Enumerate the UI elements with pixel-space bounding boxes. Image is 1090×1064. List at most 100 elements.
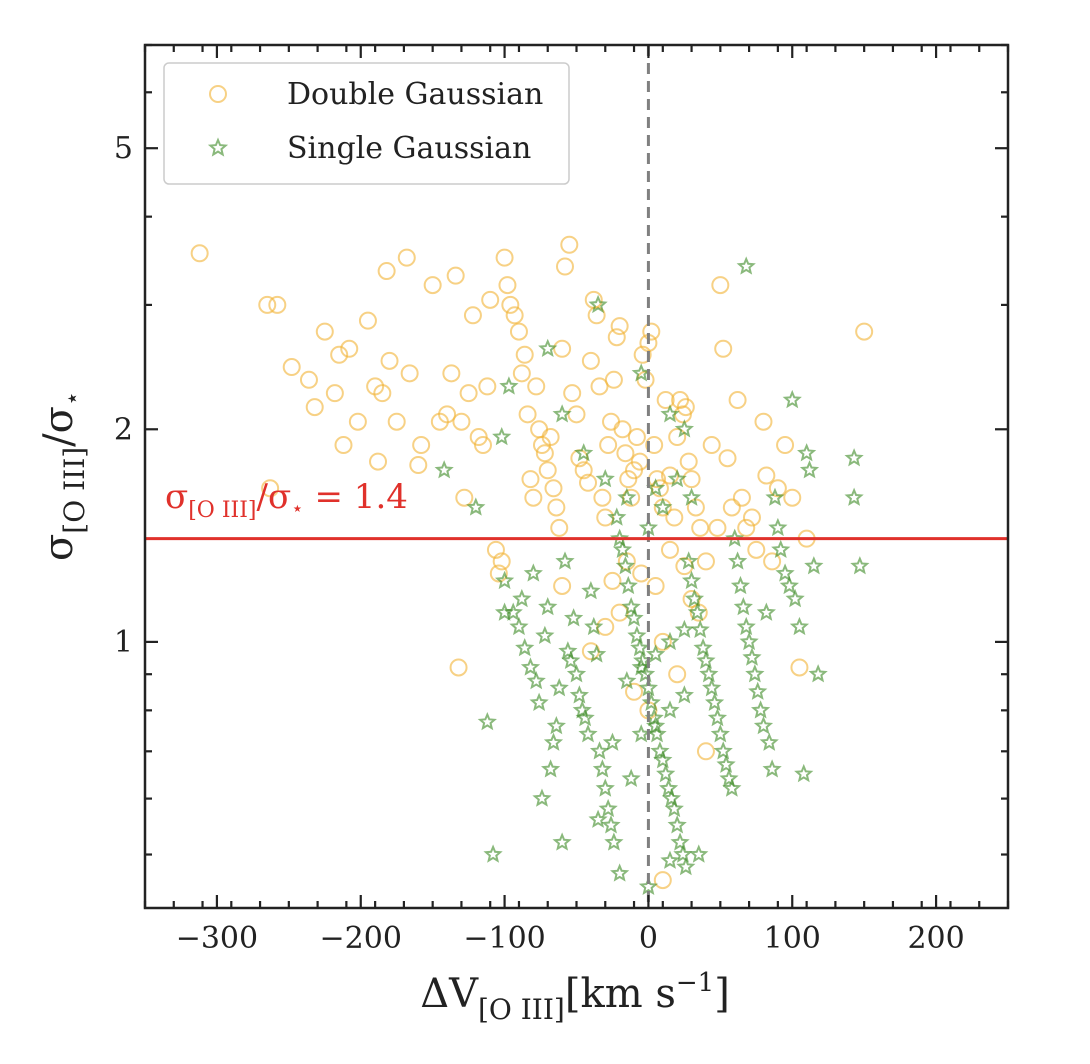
data-point-double-gaussian bbox=[587, 306, 606, 325]
data-point-single-gaussian bbox=[670, 832, 690, 851]
data-point-single-gaussian bbox=[610, 863, 630, 882]
data-point-single-gaussian bbox=[598, 798, 618, 818]
data-point-single-gaussian bbox=[702, 678, 722, 697]
data-point-single-gaussian bbox=[676, 856, 696, 876]
data-point-single-gaussian bbox=[477, 711, 497, 731]
data-point-single-gaussian bbox=[739, 631, 759, 651]
data-point-double-gaussian bbox=[668, 428, 687, 447]
data-point-single-gaussian bbox=[566, 664, 587, 683]
data-point-double-gaussian bbox=[512, 364, 531, 383]
data-point-single-gaussian bbox=[592, 759, 612, 778]
data-point-double-gaussian bbox=[790, 658, 809, 677]
data-point-single-gaussian bbox=[483, 844, 503, 863]
data-point-double-gaussian bbox=[613, 420, 632, 439]
data-point-double-gaussian bbox=[463, 306, 482, 325]
legend-label-single-gaussian: Single Gaussian bbox=[287, 131, 531, 166]
data-point-double-gaussian bbox=[604, 370, 623, 389]
data-point-double-gaussian bbox=[459, 384, 478, 403]
data-point-double-gaussian bbox=[535, 444, 554, 463]
x-axis-label: ΔV[O III][km s−1] bbox=[420, 968, 730, 1026]
data-point-double-gaussian bbox=[553, 339, 572, 358]
data-point-double-gaussian bbox=[696, 742, 715, 761]
x-label-exponent: −1 bbox=[676, 968, 714, 998]
data-point-double-gaussian bbox=[438, 405, 457, 424]
x-label-main: ΔV bbox=[420, 971, 479, 1017]
data-point-single-gaussian bbox=[581, 581, 601, 600]
data-point-single-gaussian bbox=[617, 487, 637, 506]
data-point-double-gaussian bbox=[702, 436, 721, 455]
data-point-double-gaussian bbox=[855, 322, 874, 341]
data-point-double-gaussian bbox=[190, 244, 209, 263]
data-point-single-gaussian bbox=[689, 844, 709, 863]
data-point-single-gaussian bbox=[667, 815, 687, 834]
data-point-double-gaussian bbox=[691, 518, 710, 537]
data-point-single-gaussian bbox=[638, 876, 659, 896]
data-point-single-gaussian bbox=[604, 832, 624, 851]
data-point-double-gaussian bbox=[348, 412, 367, 431]
data-point-single-gaussian bbox=[589, 741, 610, 760]
data-point-single-gaussian bbox=[621, 597, 641, 616]
data-point-double-gaussian bbox=[574, 461, 593, 480]
data-point-double-gaussian bbox=[607, 328, 626, 347]
data-point-double-gaussian bbox=[553, 576, 572, 595]
data-point-double-gaussian bbox=[380, 351, 399, 370]
data-point-double-gaussian bbox=[668, 665, 687, 684]
data-point-double-gaussian bbox=[722, 498, 741, 517]
data-point-double-gaussian bbox=[633, 345, 652, 364]
annot-sigma: σ bbox=[165, 477, 188, 517]
data-point-single-gaussian bbox=[552, 832, 572, 851]
data-point-single-gaussian bbox=[681, 570, 702, 590]
data-point-single-gaussian bbox=[775, 563, 795, 582]
data-point-double-gaussian bbox=[616, 444, 635, 463]
data-point-single-gaussian bbox=[707, 708, 728, 727]
data-point-single-gaussian bbox=[492, 426, 512, 446]
data-point-double-gaussian bbox=[757, 466, 776, 485]
legend-label-double-gaussian: Double Gaussian bbox=[287, 77, 543, 112]
data-point-single-gaussian bbox=[797, 443, 817, 462]
data-point-double-gaussian bbox=[714, 339, 733, 358]
data-point-single-gaussian bbox=[759, 732, 779, 751]
data-point-single-gaussian bbox=[733, 597, 753, 616]
data-point-double-gaussian bbox=[315, 322, 334, 341]
data-point-double-gaussian bbox=[495, 248, 514, 267]
data-point-single-gaussian bbox=[722, 778, 742, 797]
data-point-single-gaussian bbox=[549, 678, 569, 697]
data-point-double-gaussian bbox=[409, 456, 428, 475]
data-point-single-gaussian bbox=[789, 616, 810, 636]
data-point-single-gaussian bbox=[748, 681, 768, 700]
data-point-single-gaussian bbox=[736, 256, 756, 275]
data-point-double-gaussian bbox=[455, 488, 474, 507]
data-point-double-gaussian bbox=[732, 488, 751, 507]
data-point-double-gaussian bbox=[518, 405, 537, 424]
data-point-single-gaussian bbox=[575, 708, 595, 727]
legend: Double Gaussian Single Gaussian bbox=[163, 62, 570, 185]
data-point-double-gaussian bbox=[567, 405, 586, 424]
data-point-single-gaussian bbox=[538, 338, 558, 357]
data-point-single-gaussian bbox=[646, 478, 666, 497]
data-point-double-gaussian bbox=[563, 384, 582, 403]
data-point-double-gaussian bbox=[768, 479, 787, 498]
data-point-single-gaussian bbox=[653, 497, 673, 516]
data-point-double-gaussian bbox=[711, 276, 730, 295]
data-point-double-gaussian bbox=[387, 412, 406, 431]
data-point-double-gaussian bbox=[377, 262, 396, 281]
data-point-single-gaussian bbox=[710, 724, 730, 743]
data-point-single-gaussian bbox=[520, 657, 541, 676]
data-point-single-gaussian bbox=[687, 602, 707, 621]
data-point-double-gaussian bbox=[489, 564, 508, 583]
data-point-double-gaussian bbox=[492, 552, 511, 571]
data-point-single-gaussian bbox=[674, 419, 694, 438]
data-point-double-gaussian bbox=[505, 306, 524, 325]
data-point-single-gaussian bbox=[794, 763, 814, 783]
data-point-single-gaussian bbox=[574, 443, 594, 462]
y-tick-label: 2 bbox=[114, 412, 133, 447]
data-point-single-gaussian bbox=[512, 588, 532, 608]
data-point-double-gaussian bbox=[501, 295, 520, 314]
data-point-double-gaussian bbox=[442, 364, 461, 383]
data-point-single-gaussian bbox=[673, 844, 693, 863]
data-point-double-gaussian bbox=[783, 488, 802, 507]
annot-subscript: [O III] bbox=[188, 498, 256, 523]
data-point-double-gaussian bbox=[334, 436, 353, 455]
data-point-double-gaussian bbox=[656, 391, 675, 410]
x-tick-label: 100 bbox=[764, 921, 821, 956]
